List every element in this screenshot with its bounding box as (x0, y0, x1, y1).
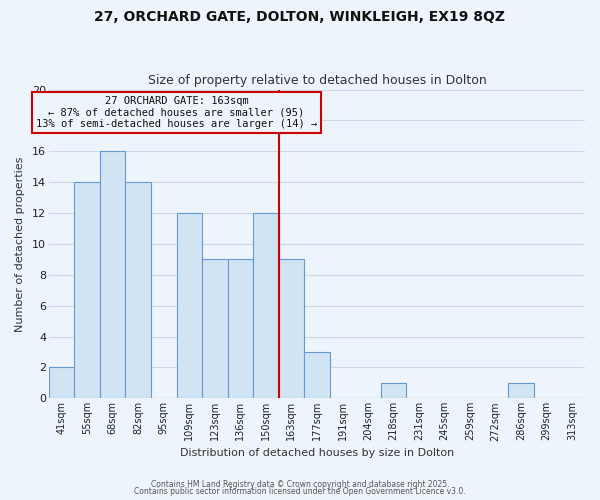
Bar (125, 182, 151, 398)
Text: Contains HM Land Registry data © Crown copyright and database right 2025.: Contains HM Land Registry data © Crown c… (151, 480, 449, 489)
Bar (74, 182, 100, 398)
Bar (381, 383, 406, 398)
Bar (176, 213, 202, 398)
Bar (508, 383, 534, 398)
Text: Contains public sector information licensed under the Open Government Licence v3: Contains public sector information licen… (134, 487, 466, 496)
Title: Size of property relative to detached houses in Dolton: Size of property relative to detached ho… (148, 74, 486, 87)
Bar (253, 213, 278, 398)
Bar (49, 368, 74, 398)
Bar (278, 260, 304, 398)
Bar (304, 352, 329, 399)
Y-axis label: Number of detached properties: Number of detached properties (15, 156, 25, 332)
Bar (202, 260, 227, 398)
Bar (227, 260, 253, 398)
X-axis label: Distribution of detached houses by size in Dolton: Distribution of detached houses by size … (180, 448, 454, 458)
Bar (100, 152, 125, 398)
Text: 27 ORCHARD GATE: 163sqm
← 87% of detached houses are smaller (95)
13% of semi-de: 27 ORCHARD GATE: 163sqm ← 87% of detache… (36, 96, 317, 129)
Text: 27, ORCHARD GATE, DOLTON, WINKLEIGH, EX19 8QZ: 27, ORCHARD GATE, DOLTON, WINKLEIGH, EX1… (95, 10, 505, 24)
